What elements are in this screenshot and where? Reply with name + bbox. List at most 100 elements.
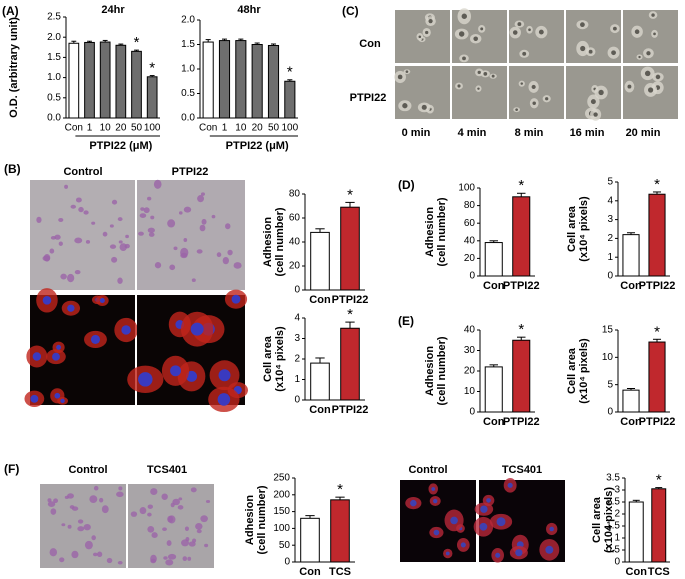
bar: [512, 196, 531, 277]
nucleus: [480, 27, 484, 31]
cell: [205, 500, 211, 503]
y-tick-label: 0.5: [181, 88, 195, 99]
cell: [150, 215, 155, 220]
cell: [47, 498, 52, 503]
cell: [77, 526, 85, 532]
x-tick-label: Con: [626, 566, 648, 578]
nucleus: [486, 498, 491, 503]
cell: [91, 535, 96, 541]
image-label: Control: [68, 464, 107, 476]
y-tick-label: 2.0: [181, 15, 195, 26]
nucleus: [42, 295, 52, 305]
cell: [204, 543, 209, 548]
nucleus: [410, 499, 417, 507]
significance-mark: *: [337, 481, 343, 498]
x-tick-label: Con: [65, 123, 83, 134]
y-axis-label: (x104 pixels): [603, 487, 615, 553]
nucleus: [60, 398, 65, 404]
nucleus: [56, 344, 62, 350]
bar: [115, 44, 127, 119]
cell: [117, 277, 123, 284]
significance-mark: *: [654, 323, 660, 340]
y-tick-label: 1.0: [47, 72, 61, 83]
nucleus: [496, 517, 506, 527]
y-axis-label: Adhesion: [424, 207, 436, 257]
cell: [140, 207, 145, 211]
y-tick-label: 60: [464, 218, 476, 229]
cell: [89, 495, 98, 503]
cell: [96, 551, 103, 558]
significance-mark: *: [347, 186, 353, 203]
bar: [284, 80, 296, 119]
y-tick-label: 15: [602, 325, 614, 336]
bar: [310, 231, 330, 291]
nucleus: [445, 551, 450, 556]
y-axis-label: (x10⁴ pixels): [578, 196, 590, 262]
cell: [118, 240, 123, 244]
y-tick-label: 1.5: [47, 52, 61, 63]
nucleus: [217, 393, 231, 406]
cell: [138, 231, 144, 236]
cell: [147, 227, 155, 233]
x-tick-label: PTPI22: [503, 416, 540, 428]
nucleus: [655, 74, 661, 80]
y-tick-label: 10: [464, 386, 476, 397]
image-time-label: 8 min: [515, 127, 544, 139]
cell: [169, 264, 176, 271]
y-tick-label: 80: [464, 200, 476, 211]
cell: [222, 256, 230, 265]
cell: [147, 512, 152, 517]
y-tick-label: 2: [607, 233, 613, 244]
cell: [167, 553, 177, 560]
nucleus: [67, 304, 75, 312]
cell: [111, 256, 118, 263]
y-tick-label: 60: [289, 213, 301, 224]
nucleus: [545, 97, 549, 101]
bar: [99, 41, 111, 119]
bar: [218, 40, 231, 119]
cell: [117, 217, 123, 222]
bar: [628, 501, 644, 563]
nucleus: [477, 87, 480, 90]
cell: [106, 557, 113, 564]
y-tick-label: 1: [614, 533, 620, 544]
nucleus: [522, 51, 527, 56]
nucleus: [218, 369, 231, 382]
cell: [58, 217, 64, 222]
cell: [124, 243, 130, 249]
nucleus: [531, 84, 536, 90]
cell: [67, 273, 75, 283]
cell: [153, 179, 162, 189]
cell: [49, 548, 58, 557]
micrograph: [30, 180, 135, 290]
cell: [64, 495, 69, 500]
panel-label: (D): [398, 178, 415, 192]
nucleus: [520, 82, 524, 85]
cell: [50, 508, 57, 515]
x-axis-label: PTPI22 (μM): [226, 140, 289, 152]
nucleus: [433, 498, 438, 504]
cell: [216, 252, 222, 258]
y-tick-label: 40: [464, 235, 476, 246]
nucleus: [479, 522, 488, 531]
cell: [190, 487, 197, 493]
x-tick-label: 1: [222, 123, 228, 134]
significance-mark: *: [654, 176, 660, 193]
image-row-label: PTPI22: [350, 92, 387, 104]
cell: [74, 237, 83, 244]
nucleus: [538, 29, 544, 35]
cell: [93, 485, 99, 491]
y-axis-label: Cell area: [566, 205, 578, 252]
y-axis-label: Adhesion: [244, 495, 256, 545]
cell: [178, 211, 183, 215]
x-tick-label: PTPI22: [332, 294, 369, 306]
cell: [188, 541, 196, 547]
cell: [130, 511, 138, 517]
cell: [154, 262, 162, 269]
bar: [310, 362, 330, 401]
cell: [183, 238, 188, 243]
cell: [233, 262, 242, 269]
nucleus: [52, 352, 60, 361]
bar: [146, 76, 158, 119]
significance-mark: *: [149, 60, 155, 77]
